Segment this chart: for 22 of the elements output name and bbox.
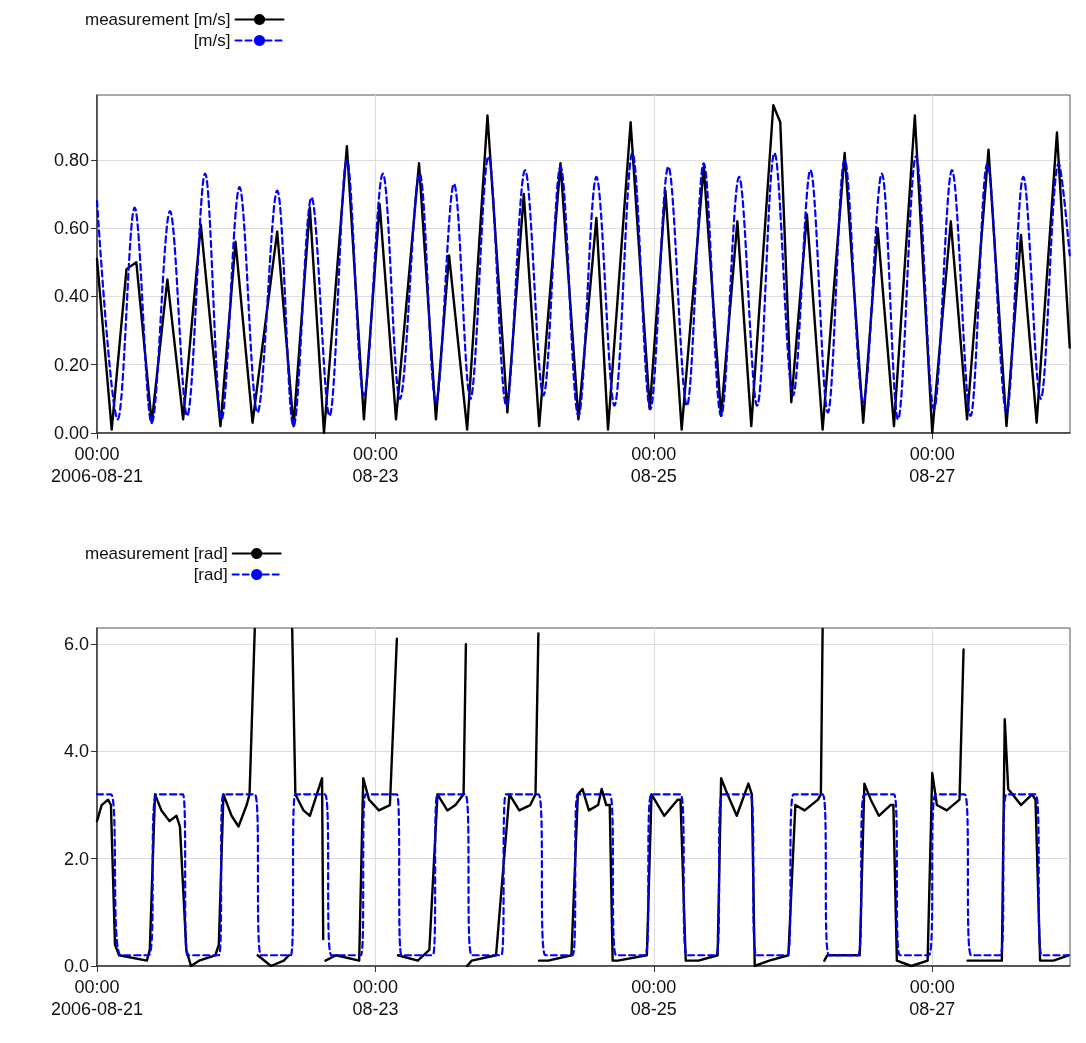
legend-label: measurement [rad] (84, 544, 228, 563)
legend-label: [rad] (193, 565, 228, 584)
x-tick-label: 00:00 08-25 (630, 444, 677, 486)
y-tick-label: 0.40 (53, 286, 89, 307)
y-tick-label: 0.20 (53, 354, 89, 375)
legend-label: measurement [m/s] (84, 10, 231, 29)
y-tick-label: 4.0 (63, 741, 89, 762)
y-tick-label: 0.60 (53, 218, 89, 239)
y-tick-label: 2.0 (63, 848, 89, 869)
y-tick-label: 0.0 (63, 956, 89, 976)
x-tick-label: 00:00 08-27 (909, 977, 956, 1019)
x-tick-label: 00:00 08-25 (630, 977, 677, 1019)
line-series (95, 151, 1071, 428)
y-tick-label: 0.00 (53, 423, 89, 443)
y-tick-label: 0.80 (53, 149, 89, 170)
x-tick-label: 00:00 08-23 (352, 444, 399, 486)
x-tick-label: 00:00 2006-08-21 (50, 977, 144, 1019)
x-tick-label: 00:00 08-23 (352, 977, 399, 1019)
x-tick-label: 00:00 08-27 (909, 444, 956, 486)
y-tick-label: 6.0 (63, 634, 89, 655)
legend-label: [m/s] (193, 31, 231, 50)
x-tick-label: 00:00 2006-08-21 (50, 444, 144, 486)
